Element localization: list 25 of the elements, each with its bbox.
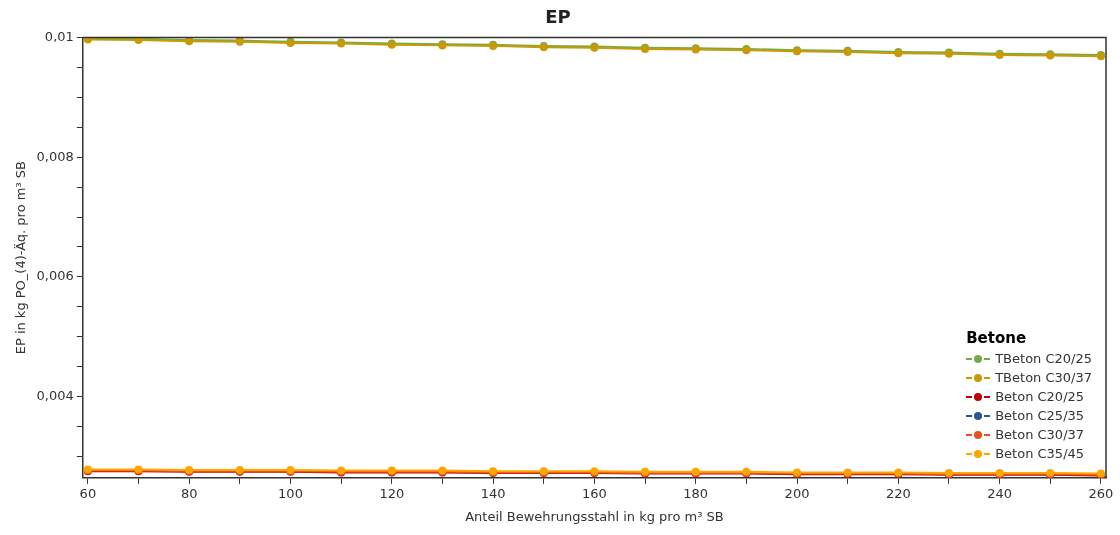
x-tick-label: 200 — [784, 485, 810, 501]
x-tick-label: 140 — [480, 485, 506, 501]
x-tick-label: 100 — [278, 485, 303, 501]
y-tick-label: 0,008 — [36, 148, 74, 164]
legend-title: Betone — [966, 329, 1028, 347]
legend-label: Beton C20/25 — [995, 389, 1085, 404]
legend-label: TBeton C30/37 — [995, 370, 1092, 385]
x-tick-label: 120 — [379, 485, 405, 501]
legend-label: Beton C25/35 — [995, 408, 1085, 423]
x-tick-label: 60 — [79, 485, 97, 501]
y-axis-title: EP in kg PO_(4)-Äq. pro m³ SB — [13, 161, 29, 355]
y-tick-label: 0,004 — [36, 387, 74, 403]
x-tick-label: 160 — [581, 485, 607, 501]
x-tick-label: 220 — [885, 485, 911, 501]
x-tick-label: 180 — [683, 485, 709, 501]
x-tick-label: 260 — [1088, 485, 1114, 501]
legend-label: Beton C35/45 — [995, 446, 1085, 461]
y-tick-label: 0,01 — [44, 28, 74, 44]
legend-label: TBeton C20/25 — [995, 351, 1092, 366]
x-tick-label: 240 — [987, 485, 1013, 501]
chart-title: EP — [545, 6, 571, 28]
x-axis-title: Anteil Bewehrungsstahl in kg pro m³ SB — [465, 508, 724, 524]
legend-label: Beton C30/37 — [995, 427, 1085, 442]
y-tick-label: 0,006 — [36, 268, 74, 284]
x-tick-label: 80 — [180, 485, 198, 501]
